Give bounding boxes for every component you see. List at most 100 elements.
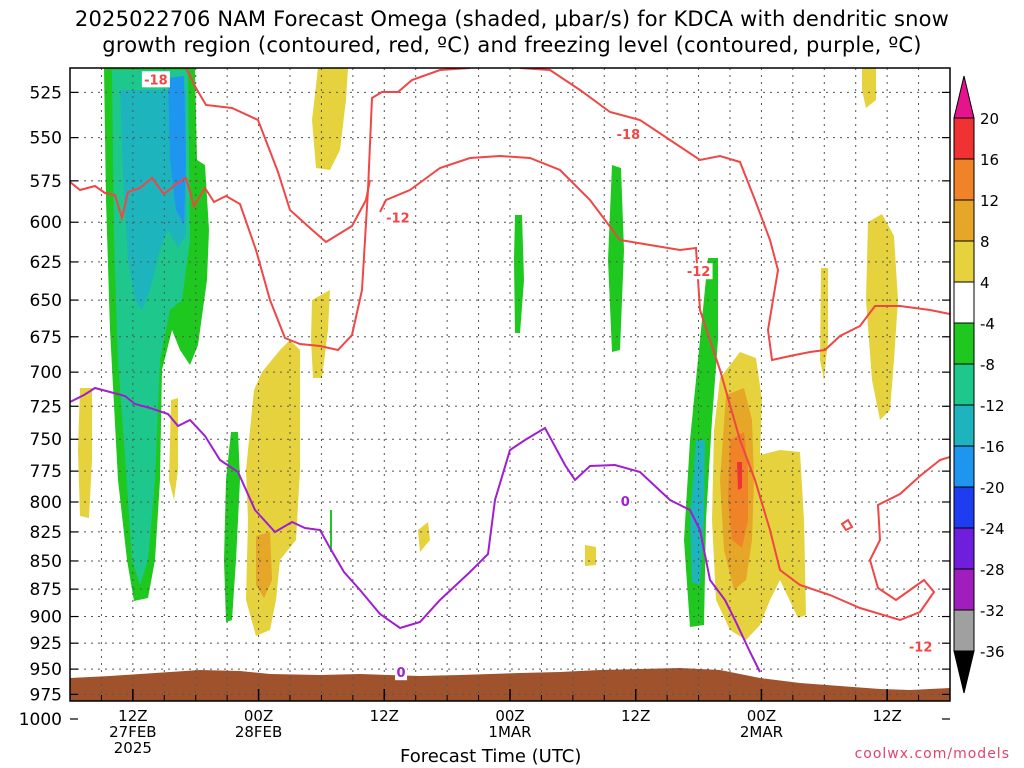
colorbar-swatch: [953, 199, 975, 242]
y-tick-label: 875: [30, 580, 62, 600]
colorbar-label: -24: [980, 520, 1005, 538]
contour-label: -18: [617, 128, 641, 143]
contour-freezing-level: [70, 386, 761, 673]
omega-area-blue: [168, 76, 186, 225]
x-tick-label: 1MAR: [488, 723, 531, 741]
colorbar-swatch: [953, 158, 975, 201]
x-tick-label: 00Z: [244, 707, 273, 725]
colorbar-label: 20: [980, 110, 999, 128]
colorbar-label: -16: [980, 438, 1005, 456]
contour-label-bg: [141, 71, 170, 88]
omega-area-yellow: [866, 214, 898, 420]
chart-title-line-1: 2025022706 NAM Forecast Omega (shaded, μ…: [74, 7, 950, 31]
colorbar-label: -36: [980, 643, 1005, 661]
colorbar-label: -4: [980, 315, 995, 333]
omega-area-yellow: [246, 340, 300, 636]
contour-label: -18: [144, 73, 168, 88]
contour-minus-18: [70, 68, 950, 362]
omega-area-yellow: [311, 290, 330, 378]
colorbar-label: -8: [980, 356, 995, 374]
omega-area-yellow: [862, 68, 876, 108]
colorbar-label: 4: [980, 274, 990, 292]
x-tick-label: 12Z: [118, 707, 147, 725]
x-tick-label: 2MAR: [740, 723, 783, 741]
chart-title-line-2: growth region (contoured, red, ºC) and f…: [102, 33, 922, 57]
y-tick-label: 600: [30, 213, 62, 233]
y-tick-label: 925: [30, 634, 62, 654]
omega-area-teal: [690, 440, 705, 585]
y-tick-label: 525: [30, 83, 62, 103]
contour-label: -12: [687, 265, 711, 280]
omega-area-cyan: [120, 90, 186, 310]
y-tick-label: 550: [30, 129, 62, 149]
colorbar-swatch: [953, 117, 975, 160]
x-tick-label: 12Z: [370, 707, 399, 725]
y-tick-label: 775: [30, 462, 62, 482]
x-tick-label: 28FEB: [235, 723, 282, 741]
colorbar-swatch: [953, 568, 975, 611]
omega-area-yellow: [820, 268, 828, 380]
colorbar-swatch: [953, 322, 975, 365]
y-tick-label: 725: [30, 397, 62, 417]
y-tick-label: 975: [30, 685, 62, 705]
grid-lines: [70, 68, 950, 701]
contour-label-bg: [395, 664, 408, 681]
colorbar-swatch: [953, 609, 975, 652]
contour-label-bg: [619, 492, 632, 509]
colorbar-label: 8: [980, 233, 990, 251]
omega-area-yellow: [418, 522, 430, 552]
omega-area-yellow: [312, 68, 348, 170]
y-tick-label: 650: [30, 291, 62, 311]
omega-area-red: [737, 462, 742, 490]
contour-label: 0: [397, 666, 406, 681]
omega-area-yellow: [585, 545, 596, 566]
y-tick-label: 850: [30, 552, 62, 572]
omega-area-green: [608, 165, 624, 352]
omega-area-green: [224, 432, 240, 622]
chart-title: 2025022706 NAM Forecast Omega (shaded, μ…: [0, 6, 1024, 58]
y-tick-label: 675: [30, 328, 62, 348]
omega-area-green: [330, 510, 332, 552]
x-tick-label: 2025: [114, 739, 152, 757]
colorbar-label: -32: [980, 602, 1005, 620]
y-tick-label: 950: [30, 660, 62, 680]
omega-area-orange-light: [256, 532, 272, 598]
y-tick-label: 575: [30, 172, 62, 192]
contour-minus-12: [379, 154, 950, 622]
colorbar-label: -20: [980, 479, 1005, 497]
y-axis: 525 550 575 600 625 650 675 700 725 750 775 800 825 8…: [19, 83, 950, 730]
y-tick-label: 825: [30, 523, 62, 543]
colorbar-label: 16: [980, 151, 999, 169]
x-tick-label: 00Z: [747, 707, 776, 725]
contour-label: -12: [909, 640, 933, 655]
colorbar-swatch: [953, 486, 975, 529]
credit-text: coolwx.com/models: [854, 746, 1010, 762]
colorbar-swatch: [953, 281, 975, 324]
colorbar-swatch: [953, 404, 975, 447]
contour-label-bg: [684, 263, 713, 280]
y-tick-label: 625: [30, 253, 62, 273]
colorbar-label: 12: [980, 192, 999, 210]
x-tick-label: 12Z: [621, 707, 650, 725]
contour-label: 0: [621, 495, 630, 510]
colorbar-arrow-bottom: [953, 650, 975, 694]
y-tick-label: 700: [30, 363, 62, 383]
omega-area-yellow: [169, 398, 178, 500]
contour-label-bg: [614, 126, 643, 143]
contour-labels: -18 -18 -12 -12 -12 0 0: [141, 71, 935, 681]
colorbar-label: -12: [980, 397, 1005, 415]
colorbar-swatch: [953, 363, 975, 406]
x-tick-label: 00Z: [495, 707, 524, 725]
omega-area-yellow: [78, 388, 92, 518]
colorbar-swatch: [953, 240, 975, 283]
x-axis-title: Forecast Time (UTC): [400, 746, 582, 767]
x-tick-label: 12Z: [872, 707, 901, 725]
y-tick-label: 750: [30, 430, 62, 450]
omega-area-green: [514, 215, 524, 333]
contour-label-bg: [383, 209, 412, 226]
colorbar-arrow-top: [953, 75, 975, 119]
contour-label: -12: [386, 211, 410, 226]
y-tick-label: 900: [30, 608, 62, 628]
